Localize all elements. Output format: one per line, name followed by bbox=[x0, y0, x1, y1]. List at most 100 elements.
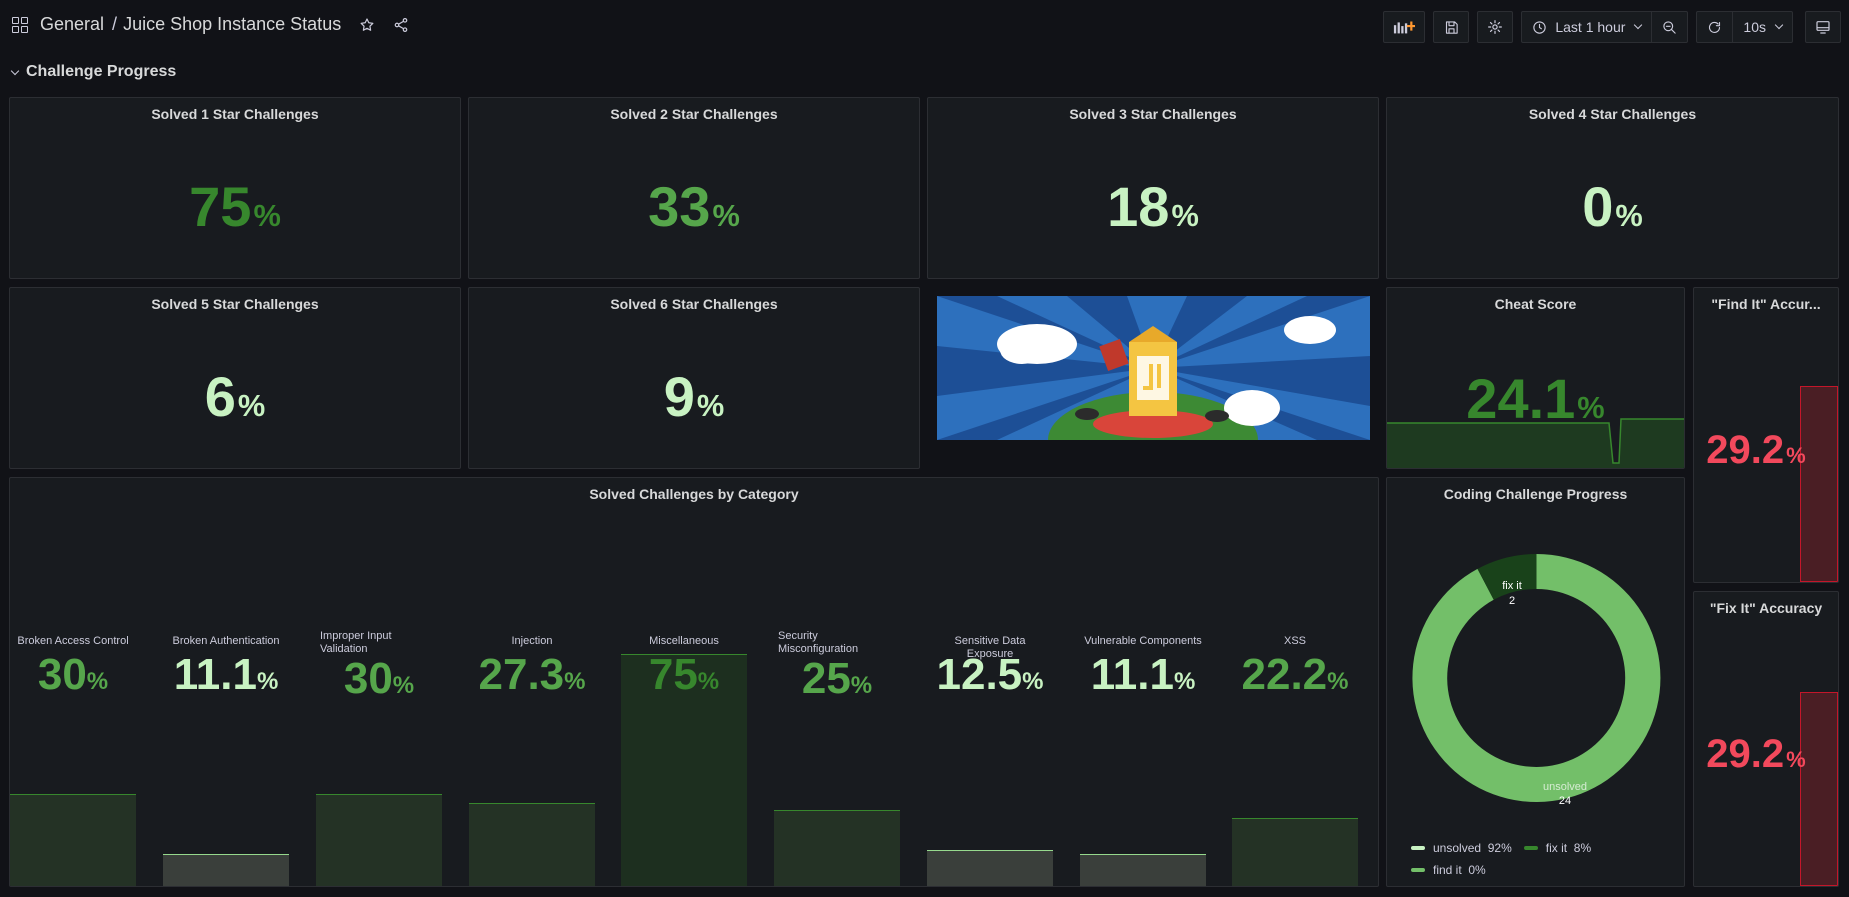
panel-solved-5-star[interactable]: Solved 5 Star Challenges 6% bbox=[9, 287, 461, 469]
category-bar bbox=[10, 794, 136, 886]
category-value: 27.3% bbox=[478, 650, 586, 699]
row-header-challenge-progress[interactable]: Challenge Progress bbox=[10, 63, 176, 81]
panel-solved-by-category[interactable]: Solved Challenges by Category Broken Acc… bbox=[9, 477, 1379, 887]
legend-find-it[interactable]: find it 0% bbox=[1433, 863, 1486, 877]
add-panel-icon bbox=[1394, 21, 1416, 34]
category-broken-access-control[interactable]: Broken Access Control 30% bbox=[10, 478, 136, 886]
panel-solved-3-star[interactable]: Solved 3 Star Challenges 18% bbox=[927, 97, 1379, 279]
panel-title: Solved 4 Star Challenges bbox=[1528, 106, 1697, 122]
gear-icon bbox=[1488, 20, 1503, 34]
category-injection[interactable]: Injection 27.3% bbox=[469, 478, 595, 886]
stat-value: 0% bbox=[1582, 175, 1643, 238]
time-range-picker[interactable]: Last 1 hour bbox=[1522, 12, 1651, 42]
toolbar: Last 1 hour 10s bbox=[1383, 11, 1841, 43]
category-value: 75% bbox=[648, 650, 720, 699]
fix-it-accuracy-bar bbox=[1800, 692, 1838, 886]
category-label: Security Misconfiguration bbox=[778, 630, 859, 655]
chevron-down-icon bbox=[10, 66, 20, 75]
panel-title: Solved 6 Star Challenges bbox=[610, 296, 778, 312]
refresh-button[interactable] bbox=[1697, 12, 1732, 42]
category-bar bbox=[774, 810, 900, 886]
legend-swatch-find-it bbox=[1411, 868, 1425, 872]
stat-value: 29.2% bbox=[1706, 732, 1806, 776]
category-value: 30% bbox=[343, 654, 415, 703]
chevron-down-icon bbox=[1634, 20, 1643, 30]
donut-legend: unsolved 92% fix it 8% bbox=[1411, 841, 1591, 855]
save-dashboard-button[interactable] bbox=[1433, 11, 1470, 43]
panel-solved-6-star[interactable]: Solved 6 Star Challenges 9% bbox=[468, 287, 920, 469]
stat-value: 9% bbox=[663, 365, 725, 428]
panel-coding-challenge-progress[interactable]: Coding Challenge Progress fix it 2 unsolv… bbox=[1386, 477, 1685, 887]
panel-title: Solved 2 Star Challenges bbox=[610, 106, 778, 122]
panel-solved-1-star[interactable]: Solved 1 Star Challenges 75% bbox=[9, 97, 461, 279]
category-improper-input-validation[interactable]: Improper Input Validation 30% bbox=[316, 478, 442, 886]
save-icon bbox=[1445, 20, 1458, 34]
category-value: 11.1% bbox=[173, 650, 279, 699]
panel-title: Cheat Score bbox=[1494, 296, 1577, 312]
panel-title: Solved 5 Star Challenges bbox=[151, 296, 319, 312]
category-label: Miscellaneous bbox=[649, 635, 719, 647]
panel-find-it-accuracy[interactable]: "Find It" Accur... 29.2% bbox=[1693, 287, 1839, 583]
clock-icon bbox=[1533, 20, 1547, 34]
category-label: Vulnerable Components bbox=[1084, 635, 1202, 647]
panel-cheat-score[interactable]: Cheat Score 24.1% bbox=[1386, 287, 1685, 469]
time-range-label: Last 1 hour bbox=[1555, 19, 1626, 35]
stat-value: 33% bbox=[648, 175, 740, 238]
dashboard-settings-button[interactable] bbox=[1477, 11, 1514, 43]
panel-fix-it-accuracy[interactable]: "Fix It" Accuracy 29.2% bbox=[1693, 591, 1839, 887]
panel-title: Solved Challenges by Category bbox=[589, 486, 799, 502]
donut-label-unsolved: unsolved 24 bbox=[1542, 781, 1588, 807]
zoom-out-button[interactable] bbox=[1651, 12, 1687, 42]
panel-title: Coding Challenge Progress bbox=[1443, 486, 1628, 502]
tv-mode-button[interactable] bbox=[1805, 11, 1841, 43]
legend-unsolved[interactable]: unsolved 92% bbox=[1433, 841, 1512, 855]
panel-solved-2-star[interactable]: Solved 2 Star Challenges 33% bbox=[468, 97, 920, 279]
breadcrumb-folder[interactable]: General bbox=[40, 14, 105, 34]
panel-title: "Fix It" Accuracy bbox=[1709, 600, 1823, 616]
donut-label-fix-it: fix it 2 bbox=[1502, 580, 1522, 607]
breadcrumb-separator: / bbox=[112, 14, 118, 34]
category-value: 12.5% bbox=[936, 650, 1044, 699]
category-bar bbox=[469, 803, 595, 886]
category-bar bbox=[163, 854, 289, 886]
coding-donut-chart bbox=[1412, 554, 1661, 802]
stat-value: 29.2% bbox=[1706, 428, 1806, 472]
category-label: XSS bbox=[1283, 635, 1306, 647]
stat-value: 24.1% bbox=[1466, 367, 1605, 430]
category-vulnerable-components[interactable]: Vulnerable Components 11.1% bbox=[1080, 478, 1206, 886]
category-value: 30% bbox=[37, 650, 109, 699]
refresh-interval-picker[interactable]: 10s bbox=[1732, 12, 1792, 42]
donut-legend-row-2: find it 0% bbox=[1411, 863, 1486, 877]
category-xss[interactable]: XSS 22.2% bbox=[1232, 478, 1358, 886]
category-label: Sensitive Data Exposure bbox=[954, 635, 1026, 660]
juice-shop-banner-image bbox=[937, 296, 1370, 440]
category-value: 11.1% bbox=[1090, 650, 1196, 699]
category-bar bbox=[927, 850, 1053, 886]
dashboard-title[interactable]: Juice Shop Instance Status bbox=[123, 14, 342, 34]
panel-solved-4-star[interactable]: Solved 4 Star Challenges 0% bbox=[1386, 97, 1839, 279]
share-icon[interactable] bbox=[393, 17, 409, 33]
star-icon[interactable] bbox=[359, 17, 375, 33]
dashboards-grid-icon[interactable] bbox=[12, 16, 28, 33]
category-bar bbox=[1080, 854, 1206, 886]
category-security-misconfiguration[interactable]: Security Misconfiguration 25% bbox=[774, 478, 900, 886]
panel-title: Solved 3 Star Challenges bbox=[1069, 106, 1237, 122]
breadcrumb: General / Juice Shop Instance Status bbox=[12, 14, 409, 35]
category-value: 22.2% bbox=[1241, 650, 1349, 699]
chevron-down-icon bbox=[1774, 20, 1784, 30]
top-navbar: General / Juice Shop Instance Status Las… bbox=[0, 0, 1849, 54]
stat-value: 6% bbox=[204, 365, 266, 428]
stat-value: 18% bbox=[1107, 175, 1199, 238]
category-sensitive-data-exposure[interactable]: Sensitive Data Exposure 12.5% bbox=[927, 478, 1053, 886]
find-it-accuracy-bar bbox=[1800, 386, 1838, 582]
donut-slice-fix-it bbox=[1477, 554, 1537, 600]
panel-title: Solved 1 Star Challenges bbox=[151, 106, 319, 122]
legend-swatch-unsolved bbox=[1411, 846, 1425, 850]
category-broken-authentication[interactable]: Broken Authentication 11.1% bbox=[163, 478, 289, 886]
category-miscellaneous[interactable]: Miscellaneous 75% bbox=[621, 478, 747, 886]
add-panel-button[interactable] bbox=[1383, 11, 1426, 43]
category-bar bbox=[621, 654, 747, 886]
category-label: Broken Authentication bbox=[172, 635, 280, 647]
legend-fix-it[interactable]: fix it 8% bbox=[1545, 841, 1592, 855]
category-label: Injection bbox=[511, 635, 553, 647]
